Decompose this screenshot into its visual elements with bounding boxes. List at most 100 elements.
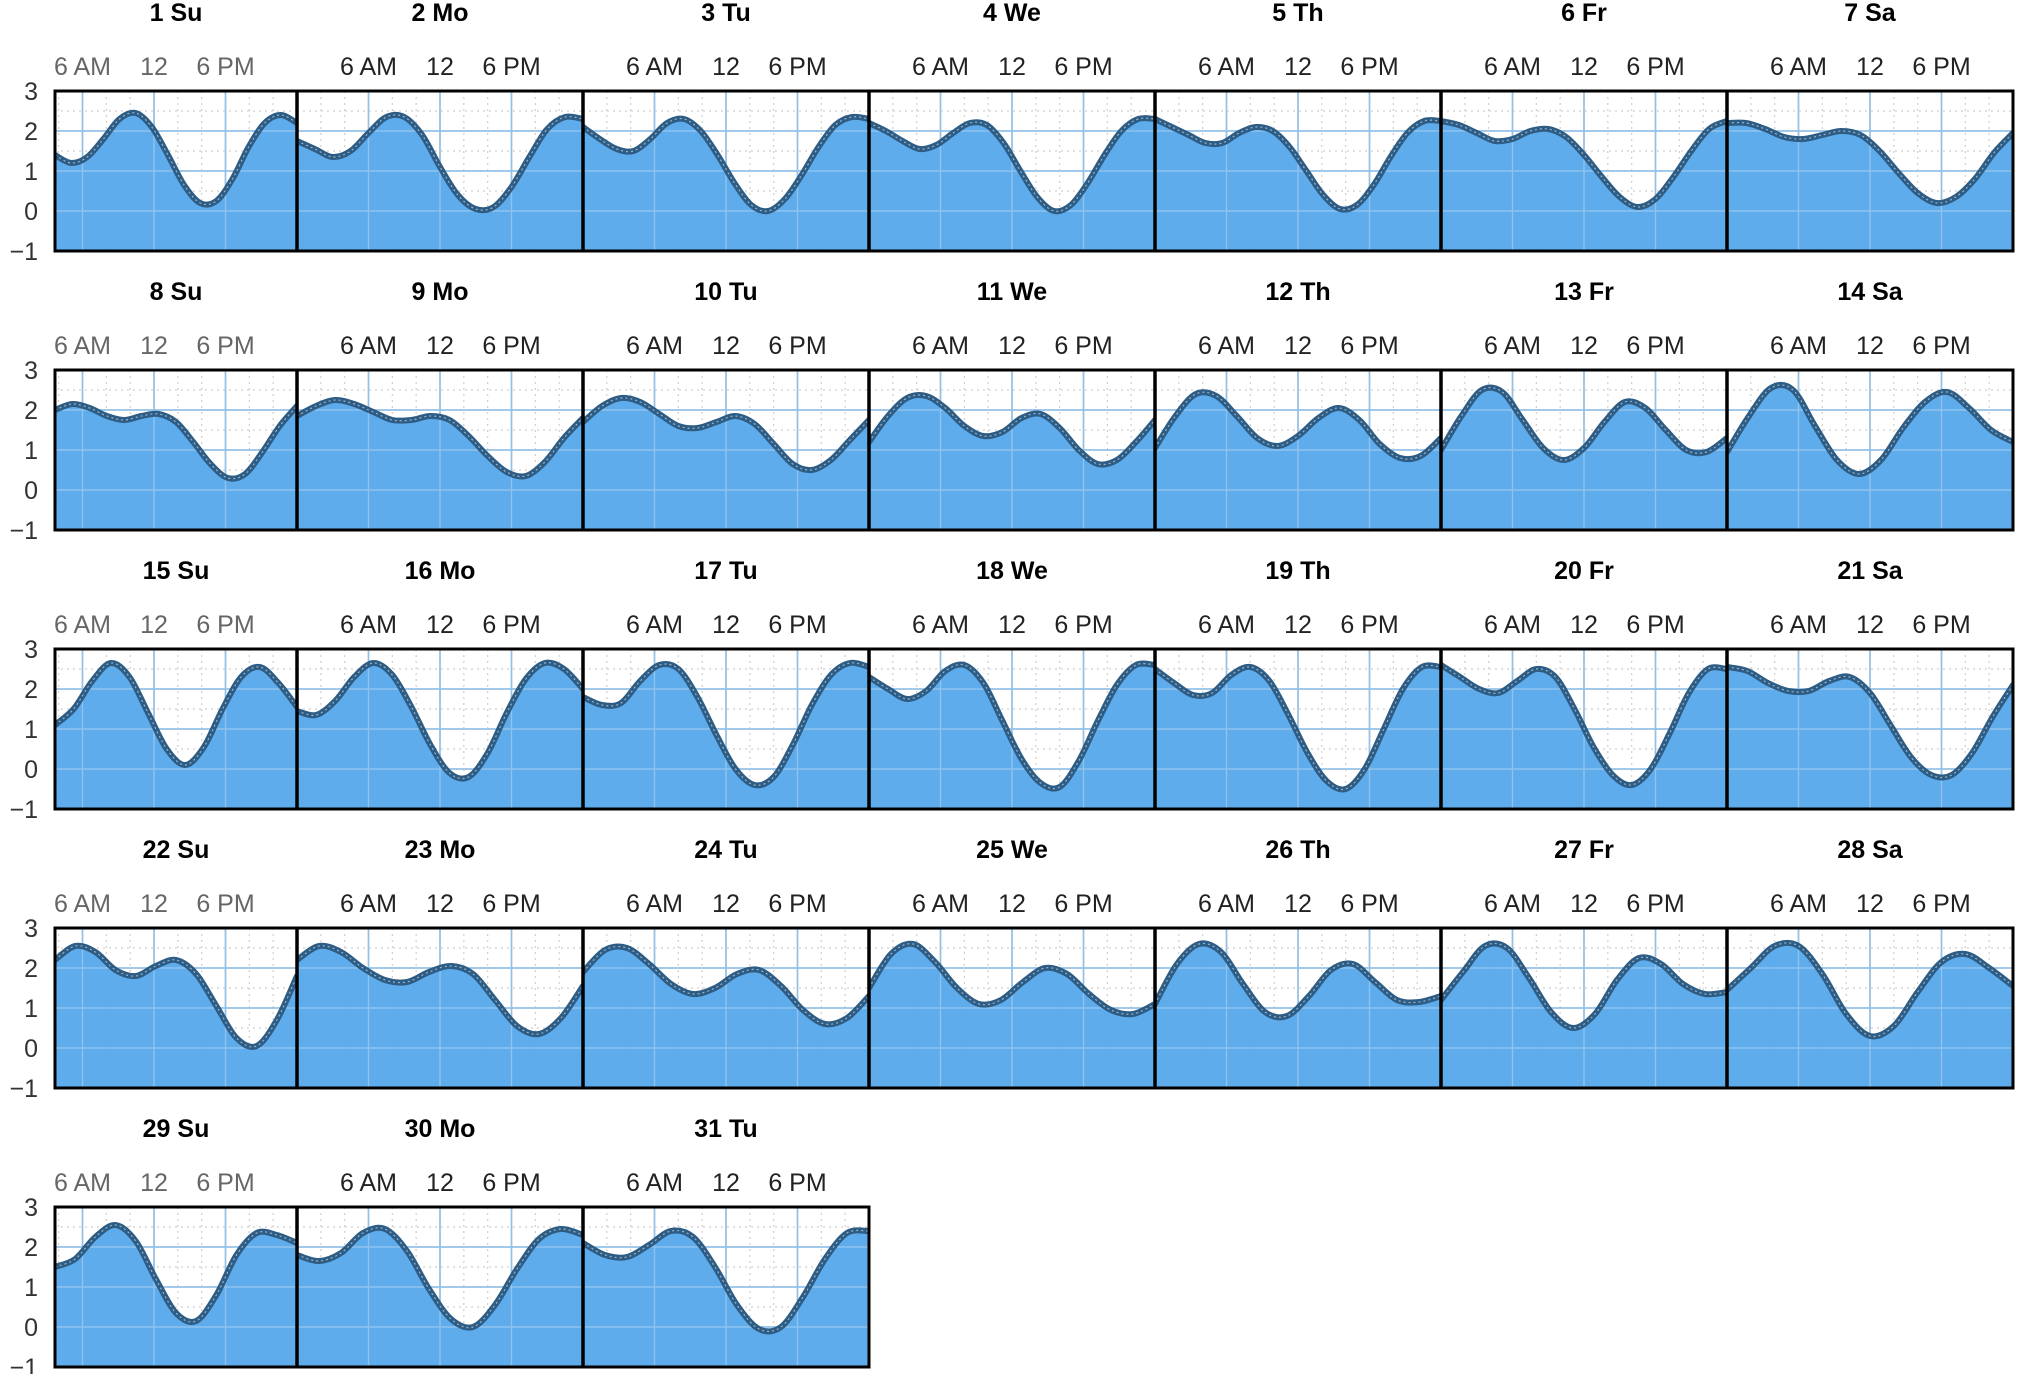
tide-line-highlight (55, 112, 297, 206)
tide-line-highlight (297, 399, 583, 478)
tide-line-highlight (1441, 942, 1727, 1029)
day-panel: 9 Mo 6 AM 12 6 PM (297, 278, 583, 530)
x-tick-label: 6 AM (1484, 332, 1541, 360)
y-tick-label: −1 (9, 1354, 38, 1374)
day-title: 17 Tu (694, 557, 757, 585)
x-tick-label: 12 (712, 332, 740, 360)
day-panel: 7 Sa 6 AM 12 6 PM (1727, 0, 2013, 251)
row-frame (53, 647, 2015, 811)
day-panel: 2 Mo 6 AM 12 6 PM (297, 0, 583, 251)
x-tick-label: 12 (140, 1169, 168, 1197)
x-tick-label: 6 AM (54, 890, 111, 918)
x-tick-label: 12 (426, 611, 454, 639)
day-panel: 4 We 6 AM 12 6 PM (869, 0, 1155, 251)
y-tick-label: −1 (9, 796, 38, 824)
x-tick-label: 6 AM (340, 611, 397, 639)
day-panel: 8 Su 6 AM 12 6 PM (54, 278, 297, 530)
x-tick-label: 12 (426, 1169, 454, 1197)
y-tick-label: 0 (24, 198, 38, 226)
x-tick-label: 6 AM (1198, 890, 1255, 918)
x-tick-label: 6 PM (1626, 611, 1684, 639)
x-tick-label: 12 (1856, 53, 1884, 81)
day-panel: 23 Mo 6 AM 12 6 PM (297, 836, 583, 1088)
x-tick-label: 12 (426, 332, 454, 360)
y-tick-label: 0 (24, 1035, 38, 1063)
day-title: 9 Mo (412, 278, 469, 306)
x-tick-label: 6 PM (1054, 332, 1112, 360)
x-tick-label: 12 (1856, 332, 1884, 360)
x-tick-label: 12 (1856, 611, 1884, 639)
tide-line-highlight (55, 945, 297, 1048)
day-title: 20 Fr (1554, 557, 1614, 585)
x-tick-label: 6 AM (1484, 53, 1541, 81)
x-tick-label: 6 PM (482, 890, 540, 918)
day-title: 3 Tu (701, 0, 751, 27)
day-title: 19 Th (1265, 557, 1330, 585)
day-title: 8 Su (150, 278, 203, 306)
day-panel: 20 Fr 6 AM 12 6 PM (1441, 557, 1727, 809)
day-title: 11 We (977, 278, 1048, 306)
x-tick-label: 12 (712, 611, 740, 639)
x-tick-label: 6 PM (1912, 890, 1970, 918)
y-tick-label: 0 (24, 756, 38, 784)
x-tick-label: 6 PM (1340, 611, 1398, 639)
row-frame (53, 1205, 871, 1369)
day-panel: 5 Th 6 AM 12 6 PM (1155, 0, 1441, 251)
x-tick-label: 6 AM (626, 53, 683, 81)
x-tick-label: 6 PM (768, 890, 826, 918)
x-tick-label: 6 PM (196, 332, 254, 360)
y-tick-label: 2 (24, 118, 38, 146)
x-tick-label: 6 PM (1912, 53, 1970, 81)
x-tick-label: 6 AM (626, 611, 683, 639)
day-title: 7 Sa (1844, 0, 1897, 27)
x-tick-label: 6 AM (912, 53, 969, 81)
day-panel: 16 Mo 6 AM 12 6 PM (297, 557, 583, 809)
tide-line-highlight (1155, 942, 1441, 1018)
tide-line-highlight (869, 943, 1155, 1015)
x-tick-label: 12 (140, 890, 168, 918)
day-title: 10 Tu (694, 278, 757, 306)
tide-line-highlight (869, 662, 1155, 790)
x-tick-label: 6 AM (626, 332, 683, 360)
x-tick-label: 6 AM (912, 890, 969, 918)
day-panel: 27 Fr 6 AM 12 6 PM (1441, 836, 1727, 1088)
x-tick-label: 12 (1570, 890, 1598, 918)
x-tick-label: 6 PM (1340, 332, 1398, 360)
x-tick-label: 6 AM (1198, 53, 1255, 81)
y-tick-label: 1 (24, 158, 38, 186)
day-title: 21 Sa (1837, 557, 1903, 585)
x-tick-label: 6 PM (196, 611, 254, 639)
y-tick-label: 3 (24, 78, 38, 106)
x-tick-label: 6 AM (54, 1169, 111, 1197)
day-title: 29 Su (143, 1115, 210, 1143)
x-tick-label: 12 (1570, 611, 1598, 639)
x-tick-label: 6 PM (1626, 890, 1684, 918)
x-tick-label: 6 AM (340, 1169, 397, 1197)
x-tick-label: 6 AM (912, 611, 969, 639)
y-tick-label: 2 (24, 1234, 38, 1262)
y-tick-label: 0 (24, 1314, 38, 1342)
y-tick-label: 3 (24, 636, 38, 664)
tide-line-highlight (55, 403, 297, 480)
day-panel: 15 Su 6 AM 12 6 PM (54, 557, 297, 809)
day-panel: 18 We6 AM 12 6 PM (869, 557, 1155, 809)
day-panel: 14 Sa 6 AM 12 6 PM (1727, 278, 2013, 530)
y-tick-label: 2 (24, 955, 38, 983)
tide-line-highlight (297, 114, 583, 211)
day-panel: 22 Su 6 AM 12 6 PM (54, 836, 297, 1088)
x-tick-label: 6 AM (1484, 890, 1541, 918)
day-title: 14 Sa (1837, 278, 1903, 306)
x-tick-label: 6 AM (1198, 611, 1255, 639)
day-panel: 10 Tu 6 AM 12 6 PM (583, 278, 869, 530)
day-panel: 31 Tu 6 AM 12 6 PM (583, 1115, 869, 1367)
y-tick-label: 1 (24, 995, 38, 1023)
day-title: 25 We (976, 836, 1048, 864)
x-tick-label: 6 PM (1626, 53, 1684, 81)
x-tick-label: 6 PM (768, 611, 826, 639)
row-frame (53, 368, 2015, 532)
day-panel: 24 Tu 6 AM 12 6 PM (583, 836, 869, 1088)
x-tick-label: 6 PM (196, 890, 254, 918)
y-tick-label: 3 (24, 1194, 38, 1222)
x-tick-label: 6 PM (196, 1169, 254, 1197)
day-panel: 17 Tu 6 AM 12 6 PM (583, 557, 869, 809)
